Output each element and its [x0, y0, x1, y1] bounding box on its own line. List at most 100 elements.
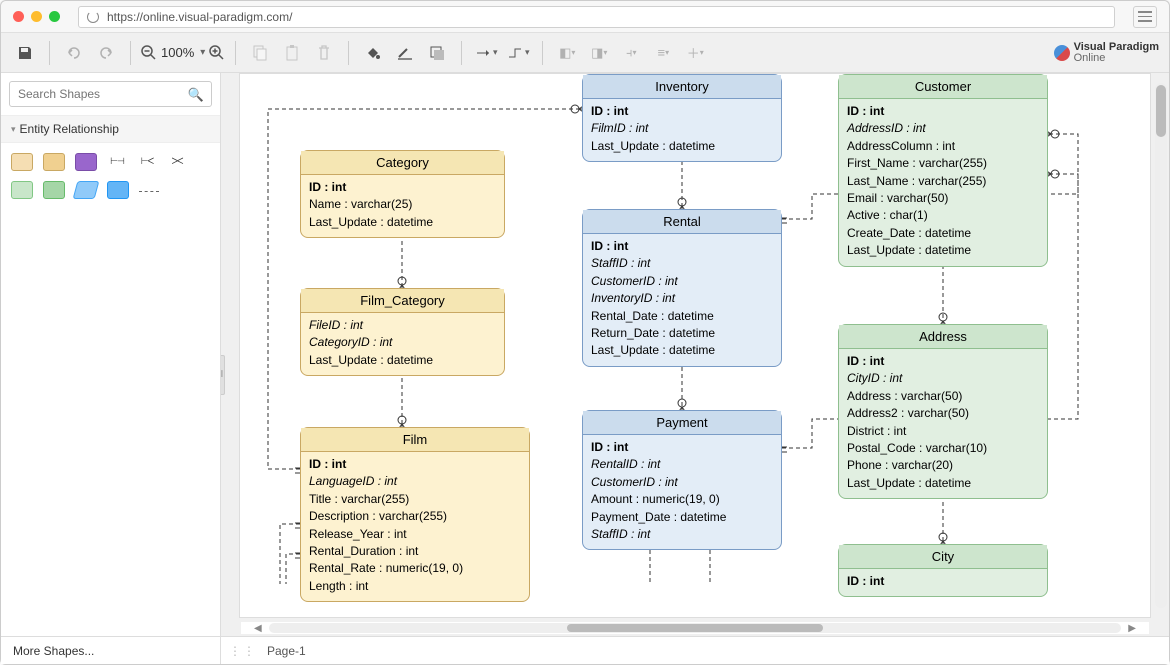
entity-attr: Active : char(1) — [847, 207, 1039, 224]
entity-attr: StaffID : int — [591, 255, 773, 272]
shape-palette: ⊢⊣ ⊢ᐸ ᐳᐸ — [1, 143, 220, 209]
scrollbar-h-thumb[interactable] — [567, 624, 823, 632]
entity-attr: CityID : int — [847, 370, 1039, 387]
search-icon[interactable]: 🔍 — [188, 87, 204, 103]
save-button[interactable] — [11, 39, 39, 67]
entity-attr: AddressID : int — [847, 120, 1039, 137]
shape-rel-1n[interactable]: ⊢ᐸ — [137, 153, 157, 169]
stroke-button[interactable] — [391, 39, 419, 67]
entity-title: Customer — [839, 75, 1047, 99]
entity-city[interactable]: CityID : int — [838, 544, 1048, 597]
shape-entity-yellow[interactable] — [11, 153, 33, 171]
entity-attr: LanguageID : int — [309, 473, 521, 490]
distribute-button[interactable]: ≡▾ — [649, 39, 677, 67]
entity-attr: Last_Update : datetime — [847, 475, 1039, 492]
menu-icon[interactable] — [1133, 6, 1157, 28]
entity-attr: Length : int — [309, 578, 521, 595]
palette-section-header[interactable]: Entity Relationship — [1, 116, 220, 143]
entity-attr: Postal_Code : varchar(10) — [847, 440, 1039, 457]
maximize-dot[interactable] — [49, 11, 60, 22]
entity-attr: ID : int — [847, 353, 1039, 370]
shape-entity-orange[interactable] — [43, 153, 65, 171]
align-button[interactable]: ⫞▾ — [617, 39, 645, 67]
entity-attr: CustomerID : int — [591, 273, 773, 290]
entity-attr: Last_Update : datetime — [309, 352, 496, 369]
sidebar: 🔍 Entity Relationship ⊢⊣ ⊢ᐸ ᐳᐸ — [1, 73, 221, 636]
entity-customer[interactable]: CustomerID : intAddressID : intAddressCo… — [838, 74, 1048, 267]
reload-icon[interactable] — [87, 11, 99, 23]
entity-attr: Description : varchar(255) — [309, 508, 521, 525]
entity-attr: ID : int — [591, 238, 773, 255]
minimize-dot[interactable] — [31, 11, 42, 22]
shape-dashed-line[interactable] — [139, 191, 159, 192]
shadow-button[interactable] — [423, 39, 451, 67]
scrollbar-horizontal[interactable]: ◀ ▶ — [241, 622, 1149, 634]
entity-attr: FilmID : int — [591, 120, 773, 137]
url-text: https://online.visual-paradigm.com/ — [107, 10, 292, 24]
scrollbar-v-thumb[interactable] — [1156, 85, 1166, 137]
entity-attr: First_Name : varchar(255) — [847, 155, 1039, 172]
entity-attr: FileID : int — [309, 317, 496, 334]
shape-entity-purple[interactable] — [75, 153, 97, 171]
shape-entity-green[interactable] — [11, 181, 33, 199]
entity-attr: ID : int — [847, 103, 1039, 120]
canvas-area[interactable]: ⦀ CategoryID : intName : varchar(25)Last… — [221, 73, 1169, 636]
redo-button[interactable] — [92, 39, 120, 67]
brand-icon — [1054, 45, 1070, 61]
entity-attr: ID : int — [847, 573, 1039, 590]
fill-button[interactable] — [359, 39, 387, 67]
entity-attr: ID : int — [309, 456, 521, 473]
undo-button[interactable] — [60, 39, 88, 67]
entity-attr: Title : varchar(255) — [309, 491, 521, 508]
entity-attr: CustomerID : int — [591, 474, 773, 491]
entity-category[interactable]: CategoryID : intName : varchar(25)Last_U… — [300, 150, 505, 238]
zoom-out-button[interactable] — [141, 45, 157, 61]
entity-attr: Last_Name : varchar(255) — [847, 173, 1039, 190]
search-input[interactable] — [9, 81, 212, 107]
copy-button[interactable] — [246, 39, 274, 67]
entity-attr: Address : varchar(50) — [847, 388, 1039, 405]
page-drag-handle[interactable]: ⋮⋮ — [229, 644, 257, 658]
page-tab[interactable]: Page-1 — [267, 644, 306, 658]
entity-film_category[interactable]: Film_CategoryFileID : intCategoryID : in… — [300, 288, 505, 376]
toback-button[interactable]: ◨▾ — [585, 39, 613, 67]
entity-film[interactable]: FilmID : intLanguageID : intTitle : varc… — [300, 427, 530, 602]
entity-title: Address — [839, 325, 1047, 349]
scroll-right-icon[interactable]: ▶ — [1125, 623, 1139, 634]
shape-entity-skew[interactable] — [73, 181, 100, 199]
shape-entity-teal[interactable] — [43, 181, 65, 199]
entity-attr: Payment_Date : datetime — [591, 509, 773, 526]
shape-rel-11[interactable]: ⊢⊣ — [107, 153, 127, 169]
brand-logo: Visual ParadigmOnline — [1054, 42, 1159, 64]
shape-entity-blue[interactable] — [107, 181, 129, 199]
address-bar[interactable]: https://online.visual-paradigm.com/ — [78, 6, 1115, 28]
toolbar: 100%▾ ▾ ▾ ◧▾ ◨▾ ⫞▾ ≡▾ ＋▾ Visual Paradigm… — [1, 33, 1169, 73]
zoom-in-button[interactable] — [209, 45, 225, 61]
titlebar: https://online.visual-paradigm.com/ — [1, 1, 1169, 33]
delete-button[interactable] — [310, 39, 338, 67]
entity-payment[interactable]: PaymentID : intRentalID : intCustomerID … — [582, 410, 782, 550]
connector-waypoint-button[interactable]: ▾ — [504, 39, 532, 67]
entity-rental[interactable]: RentalID : intStaffID : intCustomerID : … — [582, 209, 782, 367]
entity-inventory[interactable]: InventoryID : intFilmID : intLast_Update… — [582, 74, 782, 162]
entity-attr: Rental_Date : datetime — [591, 308, 773, 325]
tofront-button[interactable]: ◧▾ — [553, 39, 581, 67]
entity-attr: Return_Date : datetime — [591, 325, 773, 342]
sidebar-splitter[interactable]: ⦀ — [221, 355, 225, 395]
connector-straight-button[interactable]: ▾ — [472, 39, 500, 67]
close-dot[interactable] — [13, 11, 24, 22]
shape-rel-nn[interactable]: ᐳᐸ — [167, 153, 187, 169]
entity-title: Inventory — [583, 75, 781, 99]
entity-address[interactable]: Address ID : intCityID : intAddress : var… — [838, 324, 1048, 499]
entity-attr: CategoryID : int — [309, 334, 496, 351]
window-controls — [13, 11, 60, 22]
entity-attr: Last_Update : datetime — [847, 242, 1039, 259]
paste-button[interactable] — [278, 39, 306, 67]
entity-title: Category — [301, 151, 504, 175]
more-shapes-link[interactable]: More Shapes... — [1, 637, 221, 664]
canvas[interactable]: CategoryID : intName : varchar(25)Last_U… — [239, 73, 1151, 618]
scroll-left-icon[interactable]: ◀ — [251, 623, 265, 634]
scrollbar-vertical[interactable] — [1155, 83, 1167, 608]
add-button[interactable]: ＋▾ — [681, 39, 709, 67]
zoom-level[interactable]: 100%▾ — [161, 45, 205, 60]
